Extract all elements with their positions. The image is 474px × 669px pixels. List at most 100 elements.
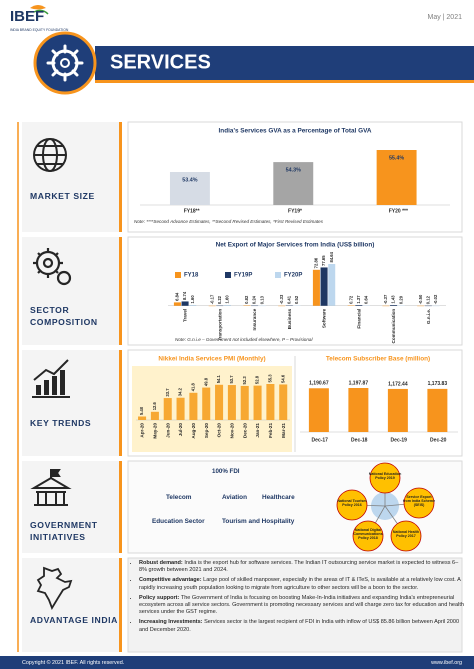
x-tick-label: Travel — [183, 309, 188, 322]
data-label: 1,190.67 — [309, 381, 329, 387]
section-label: GOVERNMENT INITIATIVES — [30, 520, 98, 543]
policy-label: National Education Policy 2019 — [368, 472, 402, 481]
x-tick-label: Dec-20 — [242, 423, 247, 439]
x-tick-label: Jun-20 — [165, 423, 170, 438]
legend-label: FY18 — [184, 273, 199, 279]
advantage-lead: Competitive advantage: — [139, 577, 202, 584]
bar — [328, 264, 336, 306]
globe-icon — [33, 138, 67, 172]
legend-swatch — [275, 272, 281, 278]
pmi-background — [132, 366, 292, 452]
bar — [376, 150, 417, 205]
data-label: 41.8 — [191, 382, 196, 391]
building-icon — [30, 469, 72, 506]
advantage-lead: Policy support: — [139, 594, 180, 601]
policy-circle — [336, 489, 368, 521]
data-label: 77.65 — [321, 255, 326, 266]
page-title: SERVICES — [110, 51, 211, 73]
x-tick-label: May-20 — [152, 423, 157, 439]
right-panel — [127, 557, 463, 653]
bar — [390, 305, 398, 306]
data-label: -0.17 — [209, 294, 214, 304]
advantage-text: Services sector is the largest recipient… — [139, 619, 460, 633]
fdi-title: 100% FDI — [212, 468, 240, 475]
data-label: 0.41 — [286, 295, 291, 304]
advantage-item: Robust demand: India is the export hub f… — [139, 560, 465, 575]
bar — [308, 388, 329, 432]
advantage-text: India is the export hub for software ser… — [139, 560, 459, 574]
logo-flag — [30, 5, 46, 10]
data-label: 0.64 — [364, 295, 369, 304]
policy-circle — [390, 520, 422, 552]
data-label: 54.3% — [286, 168, 301, 174]
gears-icon — [33, 248, 72, 286]
bar — [181, 301, 189, 306]
advantage-item: Increasing Investments: Services sector … — [139, 619, 465, 634]
data-label: 12.6 — [152, 401, 157, 410]
advantage-item: Competitive advantage: Large pool of ski… — [139, 577, 465, 592]
data-label: 6.84 — [175, 292, 180, 301]
bar — [273, 162, 314, 205]
x-tick-label: Transportation — [217, 309, 222, 341]
data-label: 1.43 — [391, 295, 396, 304]
india-map-icon — [36, 566, 73, 611]
fdi-sector: Tourism and Hospitality — [222, 518, 295, 525]
data-label: -0.02 — [433, 294, 438, 304]
bar — [138, 416, 147, 420]
left-panel — [22, 350, 122, 456]
chart-note: Note: G.n.i.e – Government not included … — [175, 337, 313, 342]
data-label: -0.37 — [383, 294, 388, 304]
bar — [189, 304, 197, 306]
fdi-sector: Healthcare — [262, 494, 295, 501]
bar — [173, 302, 181, 306]
section-label: MARKET SIZE — [30, 191, 95, 201]
x-tick-label: Insurance — [252, 308, 257, 330]
issue-date: May | 2021 — [427, 14, 462, 21]
x-tick-label: FY18** — [184, 208, 200, 214]
left-panels — [22, 122, 122, 652]
bar — [150, 411, 159, 420]
x-tick-label: Dec-20 — [430, 437, 447, 443]
x-tick-label: Nov-20 — [229, 423, 234, 439]
data-label: -0.50 — [418, 294, 423, 304]
policy-label: National Digital Communications Policy 2… — [353, 528, 383, 541]
bar — [312, 269, 320, 306]
data-label: 1.37 — [356, 295, 361, 304]
data-label: 5.40 — [139, 406, 144, 415]
data-label: 0.24 — [252, 295, 257, 304]
bar — [279, 384, 288, 420]
data-label: 52.3 — [242, 376, 247, 385]
advantage-text: Large pool of skilled manpower, especial… — [139, 577, 461, 591]
footer-band — [0, 656, 474, 669]
data-label: 84.64 — [329, 251, 334, 262]
left-panel — [22, 461, 122, 553]
sector-badge — [33, 31, 97, 95]
left-panel — [22, 122, 122, 232]
panel-accent — [119, 461, 122, 553]
legend-label: FY20P — [284, 273, 302, 279]
copyright: Copyright © 2021 IBEF. All rights reserv… — [22, 659, 124, 666]
x-tick-label: Jul-20 — [178, 423, 183, 437]
bar — [189, 392, 198, 420]
data-label: 49.8 — [203, 377, 208, 386]
data-label: 54.1 — [216, 374, 221, 383]
advantage-lead: Increasing Investments: — [139, 619, 203, 626]
chart-title: Net Export of Major Services from India … — [216, 242, 375, 249]
advantage-item: Policy support: The Government of India … — [139, 595, 465, 617]
x-tick-label: Financial — [356, 309, 361, 329]
x-tick-label: Software — [322, 308, 327, 328]
data-label: 53.7 — [229, 375, 234, 384]
policy-label: National Health Policy 2017 — [392, 530, 420, 539]
website: www.ibef.org — [430, 660, 462, 666]
data-label: 0.22 — [217, 295, 222, 304]
x-tick-label: Dec-17 — [312, 437, 329, 443]
logo-tagline: INDIA BRAND EQUITY FOUNDATION — [10, 28, 69, 32]
data-label: 0.52 — [294, 295, 299, 304]
bar — [348, 388, 369, 432]
x-tick-label: FY19* — [288, 208, 302, 214]
data-label: 1,197.87 — [349, 380, 369, 386]
data-label: 1.60 — [225, 295, 230, 304]
logo-swoosh — [33, 9, 49, 15]
